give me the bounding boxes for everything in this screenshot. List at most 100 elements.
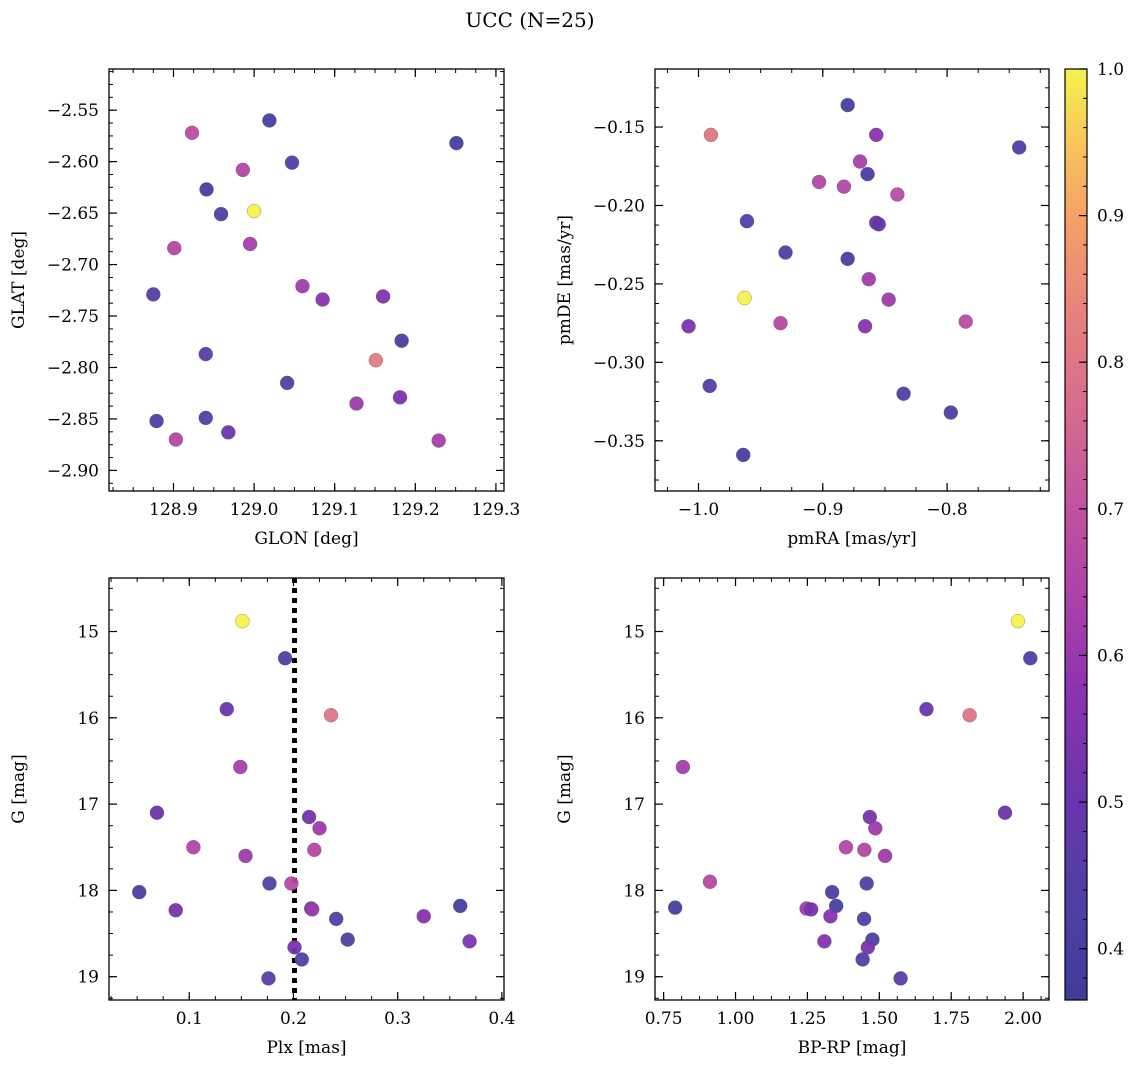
x-tick-label: −1.0 [678, 500, 719, 520]
scatter-point [896, 386, 911, 401]
scatter-point [773, 315, 788, 331]
scatter-point [280, 375, 295, 391]
scatter-point [375, 289, 391, 304]
y-tick-label: −2.70 [47, 256, 99, 276]
scatter-point [132, 884, 147, 900]
colorbar-tick-label: 0.9 [1097, 207, 1124, 227]
scatter-point [856, 911, 872, 927]
x-axis-label: GLON [deg] [254, 529, 358, 549]
scatter-point [667, 900, 683, 915]
scatter-point [855, 952, 870, 967]
y-axis-label: G [mag] [555, 754, 575, 823]
scatter-point [736, 447, 751, 463]
x-axis-label: BP-RP [mag] [798, 1038, 907, 1058]
scatter-point [1010, 613, 1026, 629]
y-tick-label: 15 [623, 623, 645, 643]
scatter-point [449, 135, 464, 151]
scatter-point [893, 971, 908, 986]
scatter-point [919, 702, 934, 717]
scatter-point [287, 940, 302, 955]
x-tick-label: 2.00 [1004, 1009, 1042, 1029]
scatter-point [857, 319, 873, 334]
colorbar-tick-label: 1.0 [1097, 60, 1124, 80]
scatter-point [199, 182, 214, 197]
scatter-point [703, 127, 719, 143]
scatter-point [213, 206, 229, 222]
scatter-point [836, 179, 852, 194]
scatter-point [261, 971, 276, 986]
colorbar-gradient [1064, 68, 1088, 1001]
colorbar-tick-label: 0.8 [1097, 353, 1124, 373]
scatter-point [416, 909, 431, 924]
y-tick-label: −2.85 [47, 410, 99, 430]
y-tick-label: −0.15 [593, 118, 645, 138]
scatter-point [262, 113, 277, 128]
x-tick-label: 1.75 [932, 1009, 970, 1029]
scatter-point [702, 874, 718, 889]
x-tick-label: −0.9 [802, 500, 843, 520]
y-tick-label: 16 [623, 709, 645, 729]
scatter-point [219, 702, 234, 717]
x-axis-label: pmRA [mas/yr] [787, 529, 916, 549]
colorbar: 0.4 0.5 0.6 0.7 0.8 0.9 1.0 [1064, 60, 1124, 1001]
y-tick-label: 16 [77, 709, 99, 729]
scatter-point [149, 805, 165, 820]
scatter-point [778, 245, 793, 260]
x-tick-label: 0.4 [488, 1009, 515, 1029]
panel-bprp-g: 0.75 1.00 1.25 1.50 1.75 2.00 15 16 17 18 19 BP-RP … [555, 577, 1050, 1058]
y-tick-label: −2.80 [47, 358, 99, 378]
y-tick-label: −2.90 [47, 461, 99, 481]
scatter-point [295, 279, 310, 294]
axes-frame [654, 577, 1050, 1001]
y-tick-label: 19 [77, 968, 99, 988]
axes-frame [108, 68, 505, 492]
y-tick-label: −2.60 [47, 153, 99, 173]
panel-pmra-pmde: −1.0 −0.9 −0.8 −0.15 −0.20 −0.25 −0.30 −0.35 pmR… [555, 68, 1050, 549]
colorbar-tick-label: 0.6 [1097, 646, 1124, 666]
scatter-point [186, 840, 201, 855]
scatter-point [462, 934, 477, 949]
scatter-point [233, 759, 248, 775]
scatter-point [235, 162, 250, 178]
y-tick-label: 19 [623, 968, 645, 988]
x-axis-label: Plx [mas] [266, 1038, 346, 1058]
x-tick-label: 1.25 [788, 1009, 826, 1029]
scatter-point [149, 413, 164, 429]
scatter-point [737, 290, 752, 306]
scatter-point [184, 125, 200, 140]
scatter-point [284, 155, 300, 170]
scatter-point [392, 390, 408, 405]
colorbar-tick-label: 0.7 [1097, 500, 1124, 520]
x-tick-label: 128.9 [149, 500, 198, 520]
y-tick-label: −2.65 [47, 204, 99, 224]
panel-glon-glat: 128.9 129.0 129.1 129.2 129.3 −2.55 −2.60 −2.65… [9, 68, 520, 549]
x-tick-label: 129.1 [310, 500, 359, 520]
scatter-point [825, 884, 840, 900]
scatter-point [349, 396, 364, 411]
scatter-point [305, 902, 320, 917]
scatter-point [168, 903, 183, 918]
scatter-point [277, 651, 293, 666]
scatter-point [838, 840, 854, 855]
scatter-point [823, 909, 838, 924]
y-tick-label: −2.75 [47, 307, 99, 327]
figure-title: UCC (N=25) [465, 8, 594, 32]
y-tick-label: 17 [623, 795, 645, 815]
scatter-point [284, 876, 299, 891]
y-tick-label: −0.35 [593, 432, 645, 452]
x-tick-label: 0.1 [176, 1009, 203, 1029]
y-tick-label: 18 [77, 881, 99, 901]
scatter-point [453, 898, 468, 914]
scatter-point [301, 809, 317, 825]
scatter-point [861, 272, 876, 287]
scatter-point [804, 902, 819, 917]
x-tick-label: 0.2 [280, 1009, 307, 1029]
scatter-point [869, 127, 884, 143]
scatter-point [312, 821, 327, 836]
colorbar-tick-label: 0.5 [1097, 793, 1124, 813]
scatter-point [329, 911, 344, 927]
x-tick-label: 0.75 [645, 1009, 683, 1029]
scatter-point [811, 174, 827, 190]
scatter-point [860, 940, 875, 955]
